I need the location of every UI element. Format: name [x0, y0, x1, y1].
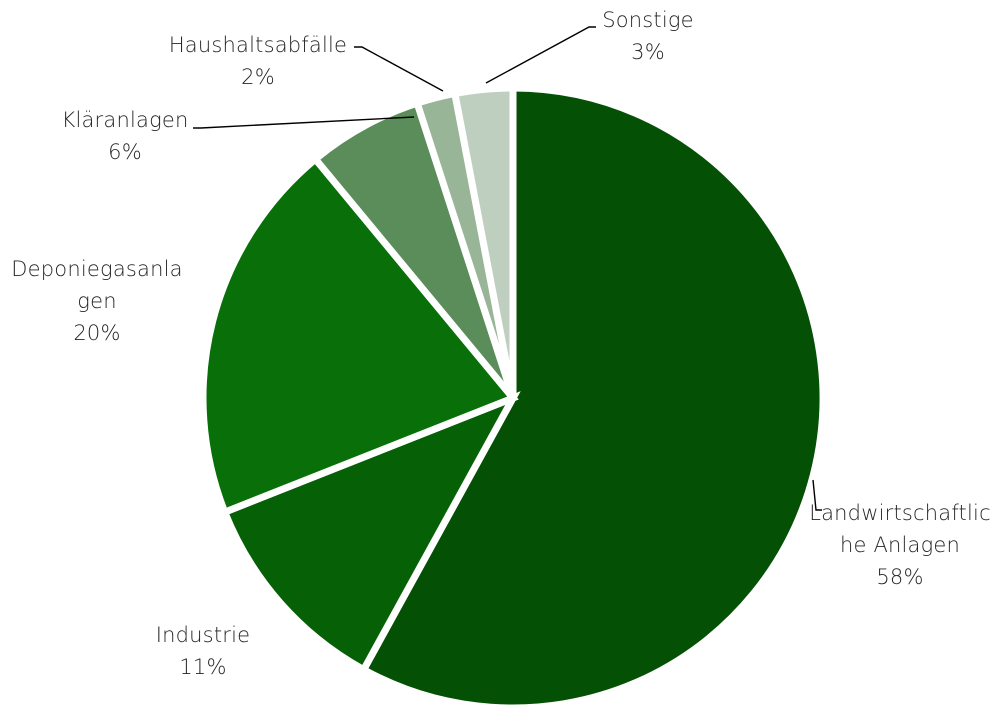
- data-label-line: Deponiegasanla: [11, 257, 182, 281]
- data-label-percent: 58%: [876, 565, 923, 589]
- leader-line-klaeranlagen: [193, 116, 415, 129]
- data-label-line: Sonstige: [602, 8, 694, 32]
- data-label-line: gen: [77, 289, 116, 313]
- data-label-industrie: Industrie 11%: [156, 623, 251, 679]
- pie-slice-landwirtschaftliche-anlagen: [358, 84, 827, 707]
- data-label-landwirtschaftliche-anlagen: Landwirtschaftlic he Anlagen 58%: [809, 501, 991, 589]
- leader-line-sonstige: [485, 26, 596, 84]
- data-label-percent: 20%: [73, 321, 120, 345]
- data-label-line: Landwirtschaftlic: [809, 501, 991, 525]
- data-label-line: Haushaltsabfälle: [169, 33, 347, 57]
- data-label-deponiegasanlagen: Deponiegasanla gen 20%: [11, 257, 182, 345]
- data-label-percent: 11%: [179, 655, 226, 679]
- data-label-sonstige: Sonstige 3%: [602, 8, 694, 64]
- leader-line-haushaltsabfaelle: [354, 46, 444, 92]
- data-label-klaeranlagen: Kläranlagen 6%: [61, 108, 188, 164]
- pie-slice-sonstige: [450, 84, 517, 399]
- pie-labels: Landwirtschaftlic he Anlagen 58% Industrie 1…: [11, 8, 991, 679]
- data-label-percent: 6%: [108, 140, 142, 164]
- pie-slice-deponiegasanlagen: [199, 154, 519, 517]
- data-label-percent: 2%: [241, 65, 275, 89]
- data-label-line: he Anlagen: [840, 533, 960, 557]
- pie-slices: [199, 84, 827, 707]
- data-label-percent: 3%: [631, 40, 665, 64]
- data-label-line: Kläranlagen: [61, 108, 188, 132]
- pie-slice-industrie: [220, 391, 521, 675]
- leader-line-landwirtschaftliche-anlagen: [812, 479, 822, 511]
- data-label-haushaltsabfaelle: Haushaltsabfälle 2%: [169, 33, 347, 89]
- data-label-line: Industrie: [156, 623, 251, 647]
